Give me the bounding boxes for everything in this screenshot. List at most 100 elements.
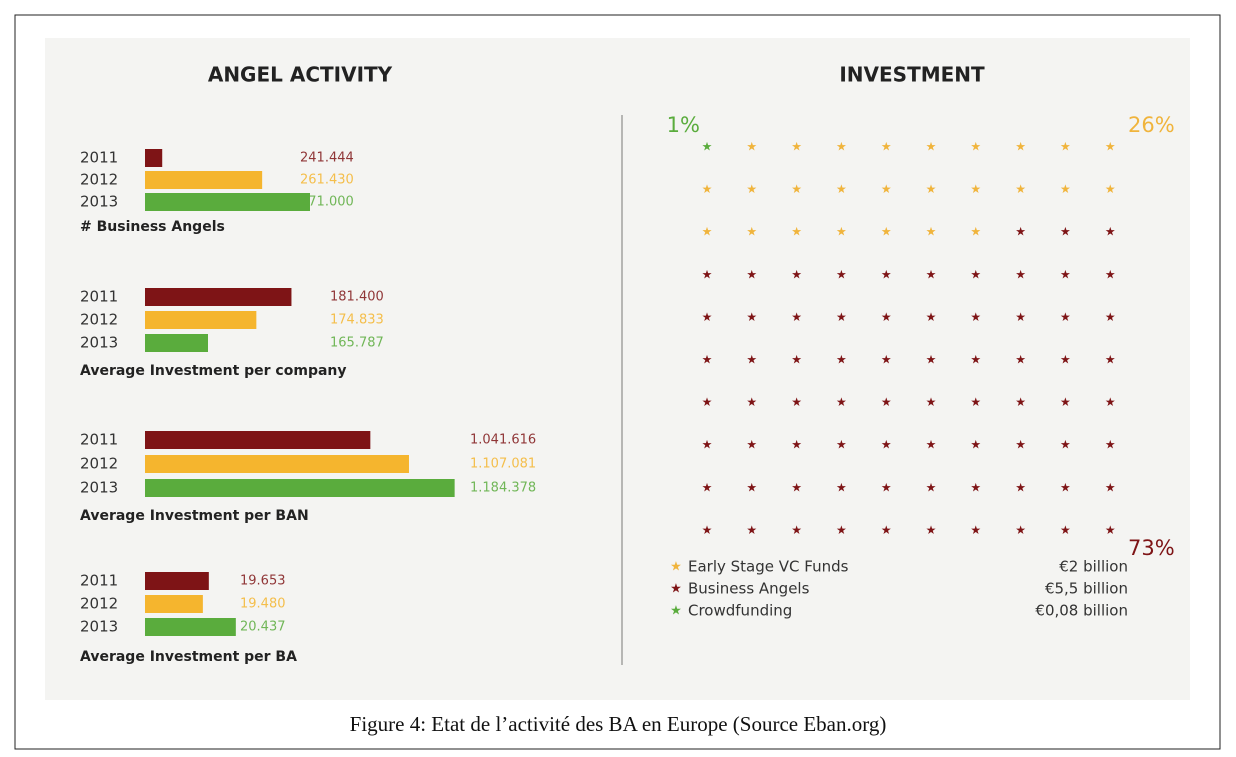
waffle-star: ★ xyxy=(1105,225,1116,239)
waffle-star: ★ xyxy=(881,140,892,154)
bar xyxy=(145,334,208,352)
waffle-star: ★ xyxy=(702,438,713,452)
waffle-star: ★ xyxy=(1060,480,1071,494)
waffle-star: ★ xyxy=(702,140,713,154)
waffle-star: ★ xyxy=(881,395,892,409)
waffle-star: ★ xyxy=(836,523,847,537)
waffle-star: ★ xyxy=(791,395,802,409)
waffle-star: ★ xyxy=(702,225,713,239)
waffle-star: ★ xyxy=(791,353,802,367)
waffle-star: ★ xyxy=(926,310,937,324)
value-label: 19.653 xyxy=(240,574,286,589)
value-label: 1.107.081 xyxy=(470,457,536,472)
value-label: 165.787 xyxy=(330,336,384,351)
value-label: 181.400 xyxy=(330,290,384,305)
legend-amount: €2 billion xyxy=(1059,558,1128,576)
legend-amount: €5,5 billion xyxy=(1045,580,1128,598)
year-label: 2011 xyxy=(80,149,118,167)
infographic-bg xyxy=(45,38,1190,700)
waffle-star: ★ xyxy=(791,225,802,239)
waffle-star: ★ xyxy=(702,182,713,196)
waffle-star: ★ xyxy=(926,225,937,239)
waffle-star: ★ xyxy=(836,182,847,196)
waffle-star: ★ xyxy=(926,523,937,537)
waffle-star: ★ xyxy=(746,395,757,409)
waffle-star: ★ xyxy=(746,182,757,196)
bar xyxy=(145,618,236,636)
waffle-star: ★ xyxy=(1015,353,1026,367)
waffle-star: ★ xyxy=(746,523,757,537)
waffle-star: ★ xyxy=(1060,353,1071,367)
value-label: 241.444 xyxy=(300,151,354,166)
waffle-star: ★ xyxy=(926,140,937,154)
waffle-star: ★ xyxy=(881,438,892,452)
value-label: 20.437 xyxy=(240,620,286,635)
waffle-star: ★ xyxy=(746,480,757,494)
waffle-star: ★ xyxy=(1015,310,1026,324)
waffle-star: ★ xyxy=(702,310,713,324)
value-label: 271.000 xyxy=(300,195,354,210)
value-label: 174.833 xyxy=(330,313,384,328)
year-label: 2013 xyxy=(80,618,118,636)
waffle-star: ★ xyxy=(881,480,892,494)
waffle-star: ★ xyxy=(836,140,847,154)
waffle-star: ★ xyxy=(970,438,981,452)
waffle-star: ★ xyxy=(1060,225,1071,239)
bar xyxy=(145,479,455,497)
legend-star: ★ xyxy=(670,604,682,619)
waffle-star: ★ xyxy=(881,267,892,281)
waffle-star: ★ xyxy=(1105,267,1116,281)
legend-name: Crowdfunding xyxy=(688,602,792,620)
waffle-star: ★ xyxy=(1015,267,1026,281)
waffle-star: ★ xyxy=(926,395,937,409)
legend-name: Business Angels xyxy=(688,580,810,598)
waffle-star: ★ xyxy=(746,438,757,452)
bar xyxy=(145,311,257,329)
waffle-star: ★ xyxy=(970,140,981,154)
percent-label: 26% xyxy=(1128,113,1175,137)
waffle-star: ★ xyxy=(970,267,981,281)
waffle-star: ★ xyxy=(881,523,892,537)
heading: ANGEL ACTIVITY xyxy=(208,63,393,87)
waffle-star: ★ xyxy=(881,182,892,196)
bar xyxy=(145,171,263,189)
bar xyxy=(145,193,310,211)
waffle-star: ★ xyxy=(970,523,981,537)
year-label: 2012 xyxy=(80,171,118,189)
year-label: 2011 xyxy=(80,572,118,590)
waffle-star: ★ xyxy=(1015,480,1026,494)
year-label: 2012 xyxy=(80,595,118,613)
bar xyxy=(145,595,203,613)
waffle-star: ★ xyxy=(881,225,892,239)
waffle-star: ★ xyxy=(746,267,757,281)
legend-star: ★ xyxy=(670,560,682,575)
waffle-star: ★ xyxy=(970,182,981,196)
waffle-star: ★ xyxy=(702,480,713,494)
waffle-star: ★ xyxy=(836,310,847,324)
waffle-star: ★ xyxy=(1105,182,1116,196)
year-label: 2011 xyxy=(80,431,118,449)
percent-label: 73% xyxy=(1128,536,1175,560)
legend-star: ★ xyxy=(670,582,682,597)
waffle-star: ★ xyxy=(1015,395,1026,409)
waffle-star: ★ xyxy=(1060,267,1071,281)
bar xyxy=(145,455,409,473)
value-label: 261.430 xyxy=(300,173,354,188)
waffle-star: ★ xyxy=(970,225,981,239)
waffle-star: ★ xyxy=(881,310,892,324)
waffle-star: ★ xyxy=(970,480,981,494)
waffle-star: ★ xyxy=(926,267,937,281)
waffle-star: ★ xyxy=(1060,140,1071,154)
waffle-star: ★ xyxy=(836,225,847,239)
waffle-star: ★ xyxy=(926,480,937,494)
waffle-star: ★ xyxy=(791,438,802,452)
waffle-star: ★ xyxy=(1015,225,1026,239)
waffle-star: ★ xyxy=(1060,182,1071,196)
waffle-star: ★ xyxy=(836,267,847,281)
value-label: 19.480 xyxy=(240,597,286,612)
bar xyxy=(145,572,209,590)
frame xyxy=(14,14,1221,750)
waffle-star: ★ xyxy=(1015,182,1026,196)
waffle-star: ★ xyxy=(746,225,757,239)
